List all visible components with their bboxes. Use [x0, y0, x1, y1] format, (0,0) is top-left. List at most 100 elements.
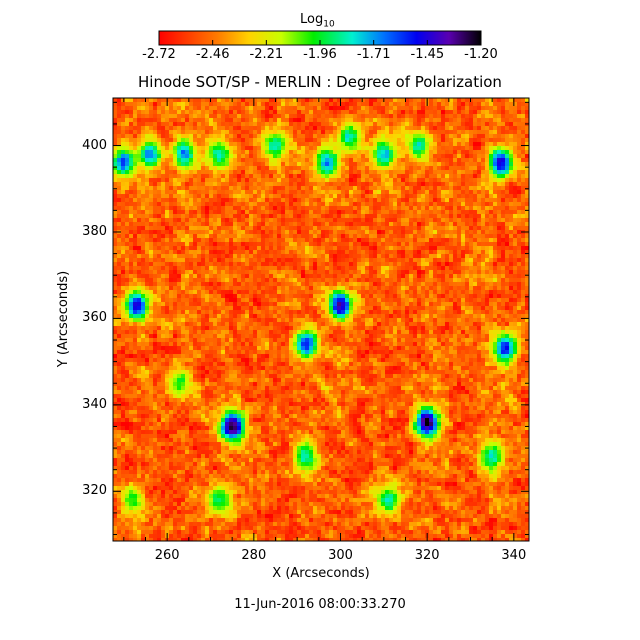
heatmap-pixel	[217, 122, 221, 126]
heatmap-pixel	[225, 286, 229, 290]
heatmap-pixel	[445, 222, 449, 226]
heatmap-pixel	[437, 218, 441, 222]
heatmap-pixel	[477, 286, 481, 290]
heatmap-pixel	[517, 214, 521, 218]
heatmap-pixel	[385, 278, 389, 282]
heatmap-pixel	[465, 270, 469, 274]
heatmap-pixel	[125, 250, 129, 254]
heatmap-pixel	[513, 194, 517, 198]
heatmap-pixel	[117, 194, 121, 198]
heatmap-pixel	[205, 226, 209, 230]
heatmap-pixel	[509, 102, 513, 106]
heatmap-pixel	[281, 110, 285, 114]
heatmap-pixel	[289, 214, 293, 218]
heatmap-pixel	[481, 170, 485, 174]
heatmap-pixel	[517, 262, 521, 266]
heatmap-pixel	[289, 250, 293, 254]
heatmap-pixel	[117, 182, 121, 186]
heatmap-pixel	[401, 162, 405, 166]
heatmap-pixel	[249, 170, 253, 174]
heatmap-pixel	[153, 122, 157, 126]
heatmap-pixel	[269, 226, 273, 230]
heatmap-pixel	[233, 230, 237, 234]
heatmap-pixel	[505, 194, 509, 198]
heatmap-pixel	[497, 178, 501, 182]
heatmap-pixel	[213, 162, 217, 166]
heatmap-pixel	[521, 210, 525, 214]
heatmap-pixel	[165, 174, 169, 178]
heatmap-pixel	[429, 110, 433, 114]
heatmap-pixel	[413, 238, 417, 242]
heatmap-pixel	[521, 142, 525, 146]
heatmap-pixel	[229, 242, 233, 246]
heatmap-pixel	[509, 254, 513, 258]
heatmap-pixel	[133, 278, 137, 282]
heatmap-pixel	[193, 118, 197, 122]
heatmap-pixel	[281, 126, 285, 130]
heatmap-pixel	[149, 238, 153, 242]
heatmap-pixel	[401, 126, 405, 130]
heatmap-pixel	[525, 166, 529, 170]
heatmap-pixel	[469, 178, 473, 182]
heatmap-pixel	[185, 254, 189, 258]
heatmap-pixel	[121, 150, 125, 154]
heatmap-pixel	[245, 126, 249, 130]
heatmap-pixel	[525, 242, 529, 246]
heatmap-pixel	[465, 138, 469, 142]
heatmap-pixel	[301, 222, 305, 226]
heatmap-pixel	[421, 282, 425, 286]
heatmap-pixel	[421, 150, 425, 154]
heatmap-pixel	[189, 282, 193, 286]
heatmap-pixel	[281, 278, 285, 282]
heatmap-pixel	[425, 258, 429, 262]
heatmap-pixel	[333, 206, 337, 210]
heatmap-pixel	[249, 174, 253, 178]
heatmap-pixel	[121, 158, 125, 162]
heatmap-pixel	[493, 230, 497, 234]
heatmap-pixel	[225, 278, 229, 282]
heatmap-pixel	[385, 178, 389, 182]
heatmap-pixel	[329, 282, 333, 286]
heatmap-pixel	[465, 182, 469, 186]
heatmap-pixel	[277, 98, 281, 102]
heatmap-pixel	[473, 254, 477, 258]
heatmap-pixel	[409, 114, 413, 118]
heatmap-pixel	[197, 150, 201, 154]
heatmap-pixel	[473, 250, 477, 254]
heatmap-pixel	[453, 122, 457, 126]
heatmap-pixel	[489, 170, 493, 174]
heatmap-pixel	[265, 186, 269, 190]
heatmap-pixel	[257, 146, 261, 150]
heatmap-pixel	[457, 162, 461, 166]
heatmap-pixel	[433, 206, 437, 210]
heatmap-pixel	[217, 250, 221, 254]
heatmap-pixel	[213, 150, 217, 154]
heatmap-pixel	[313, 218, 317, 222]
heatmap-pixel	[405, 114, 409, 118]
heatmap-pixel	[193, 270, 197, 274]
heatmap-pixel	[145, 130, 149, 134]
heatmap-pixel	[345, 214, 349, 218]
heatmap-pixel	[513, 274, 517, 278]
heatmap-pixel	[369, 222, 373, 226]
heatmap-pixel	[221, 178, 225, 182]
heatmap-pixel	[389, 146, 393, 150]
heatmap-pixel	[213, 222, 217, 226]
heatmap-pixel	[241, 174, 245, 178]
heatmap-pixel	[237, 250, 241, 254]
heatmap-pixel	[293, 182, 297, 186]
heatmap-pixel	[153, 226, 157, 230]
heatmap-pixel	[353, 146, 357, 150]
heatmap-pixel	[157, 186, 161, 190]
heatmap-pixel	[249, 166, 253, 170]
heatmap-pixel	[165, 278, 169, 282]
heatmap-pixel	[381, 98, 385, 102]
heatmap-pixel	[189, 106, 193, 110]
heatmap-pixel	[305, 190, 309, 194]
heatmap-pixel	[213, 234, 217, 238]
heatmap-pixel	[357, 198, 361, 202]
heatmap-pixel	[229, 222, 233, 226]
heatmap-pixel	[445, 98, 449, 102]
heatmap-pixel	[393, 226, 397, 230]
heatmap-pixel	[329, 246, 333, 250]
